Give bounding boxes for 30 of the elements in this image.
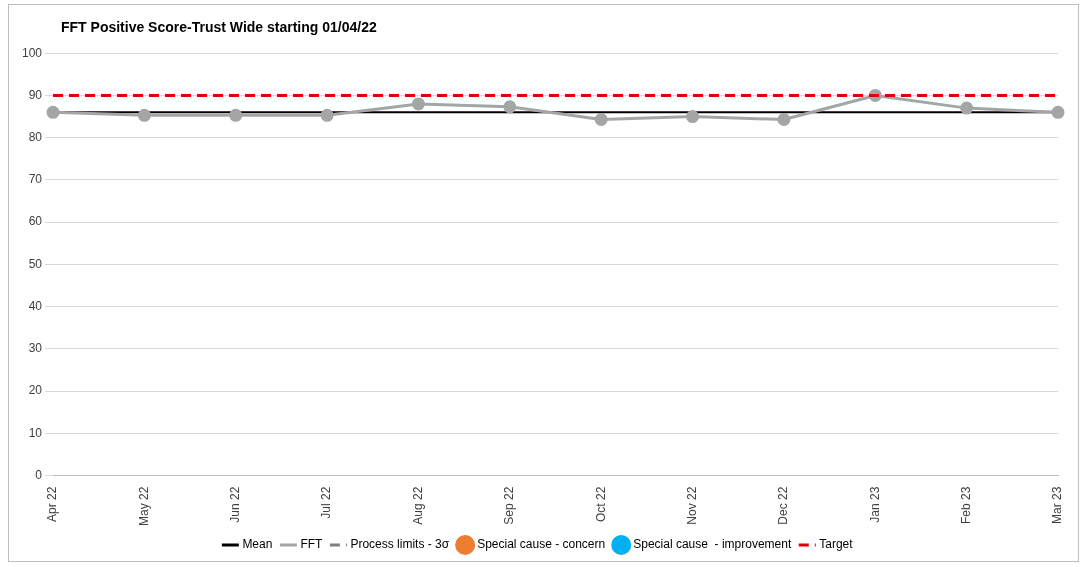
x-tick-label: Feb 23 [958, 486, 973, 525]
y-tick-label: 80 [28, 130, 43, 144]
x-tick-label: Sep 22 [502, 486, 517, 525]
y-tick-label: 60 [28, 214, 43, 229]
legend-label: Mean [242, 537, 273, 552]
y-tick-label: 70 [28, 172, 43, 187]
legend-label: Special cause - concern [477, 537, 606, 552]
legend-label: Process limits - 3σ [350, 537, 450, 552]
x-tick-label: Dec 22 [776, 486, 791, 525]
y-tick-label: 10 [28, 425, 43, 440]
chart-title: FFT Positive Score-Trust Wide starting 01/04/22 [61, 19, 377, 35]
y-tick-label: 40 [28, 298, 43, 313]
y-tick-label: 100 [21, 45, 43, 60]
y-tick-label: 20 [28, 383, 43, 398]
x-tick-label: Nov 22 [684, 486, 699, 525]
legend-label: FFT [300, 537, 324, 552]
x-tick-label: Jul 22 [319, 486, 334, 519]
legend-label: Target [819, 537, 854, 552]
y-tick-label: 30 [28, 341, 43, 356]
x-tick-label: Mar 23 [1050, 486, 1065, 525]
x-tick-label: May 22 [136, 486, 151, 527]
legend-label: Special cause - improvement [633, 537, 792, 552]
x-tick-label: Aug 22 [410, 486, 425, 525]
x-tick-label: Apr 22 [45, 486, 60, 523]
y-tick-label: 0 [35, 467, 43, 482]
y-tick-label: 50 [28, 256, 43, 271]
x-tick-label: Jan 23 [867, 486, 882, 523]
x-tick-label: Jun 22 [228, 486, 243, 523]
x-tick-label: Oct 22 [593, 486, 608, 523]
y-tick-label: 90 [28, 87, 43, 102]
